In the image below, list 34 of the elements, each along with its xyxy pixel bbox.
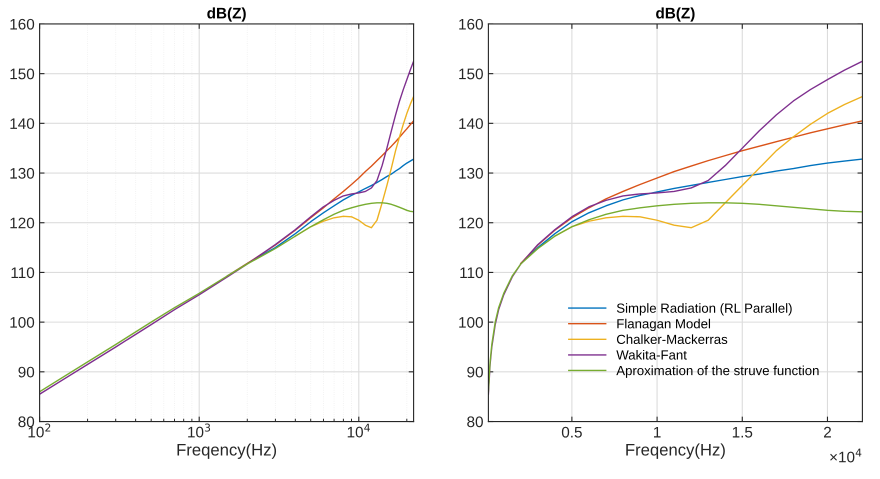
y-tick-label: 90 [467, 366, 483, 378]
y-tick-label: 160 [459, 18, 483, 30]
y-tick-label: 120 [10, 218, 34, 228]
legend-label: Aproximation of the struve function [616, 366, 819, 378]
x-axis-title: Freqency(Hz) [626, 443, 725, 459]
legend-label: Flanagan Model [617, 318, 710, 332]
chart-title: dB(Z) [207, 7, 246, 22]
y-tick-label: 160 [10, 18, 34, 30]
legend-label: Chalker-Mackerras [616, 334, 728, 344]
chart-title: dB(Z) [656, 7, 695, 22]
y-tick-label: 110 [460, 267, 483, 278]
x-axis-title: Freqency(Hz) [178, 443, 276, 459]
y-tick-label: 100 [10, 316, 34, 328]
y-tick-label: 150 [459, 68, 483, 80]
x-tick-label: 1.5 [732, 426, 752, 438]
x-tick-label: 2 [824, 426, 831, 438]
text: ×10$^{4}$ [830, 448, 862, 462]
y-tick-label: 100 [459, 316, 483, 328]
y-tick-label: 110 [12, 267, 34, 278]
x-tick-label: 0.5 [562, 426, 582, 438]
y-tick-label: 130 [459, 168, 483, 179]
x-tick-label: 1 [654, 426, 661, 438]
x-tick-label: 10$^{3}$ [188, 424, 210, 438]
y-tick-label: 150 [10, 68, 34, 80]
y-tick-label: 90 [18, 366, 34, 378]
x-tick-label: 10$^{4}$ [348, 424, 370, 438]
y-tick-label: 140 [459, 118, 483, 130]
line-series [520, 120, 862, 264]
y-tick-label: 130 [10, 168, 34, 179]
legend-label: Simple Radiation (RL Parallel) [616, 303, 792, 316]
y-tick-label: 140 [10, 118, 34, 130]
y-tick-label: 80 [467, 416, 483, 428]
y-tick-label: 120 [459, 218, 483, 228]
legend-label: Wakita-Fant [616, 350, 687, 360]
